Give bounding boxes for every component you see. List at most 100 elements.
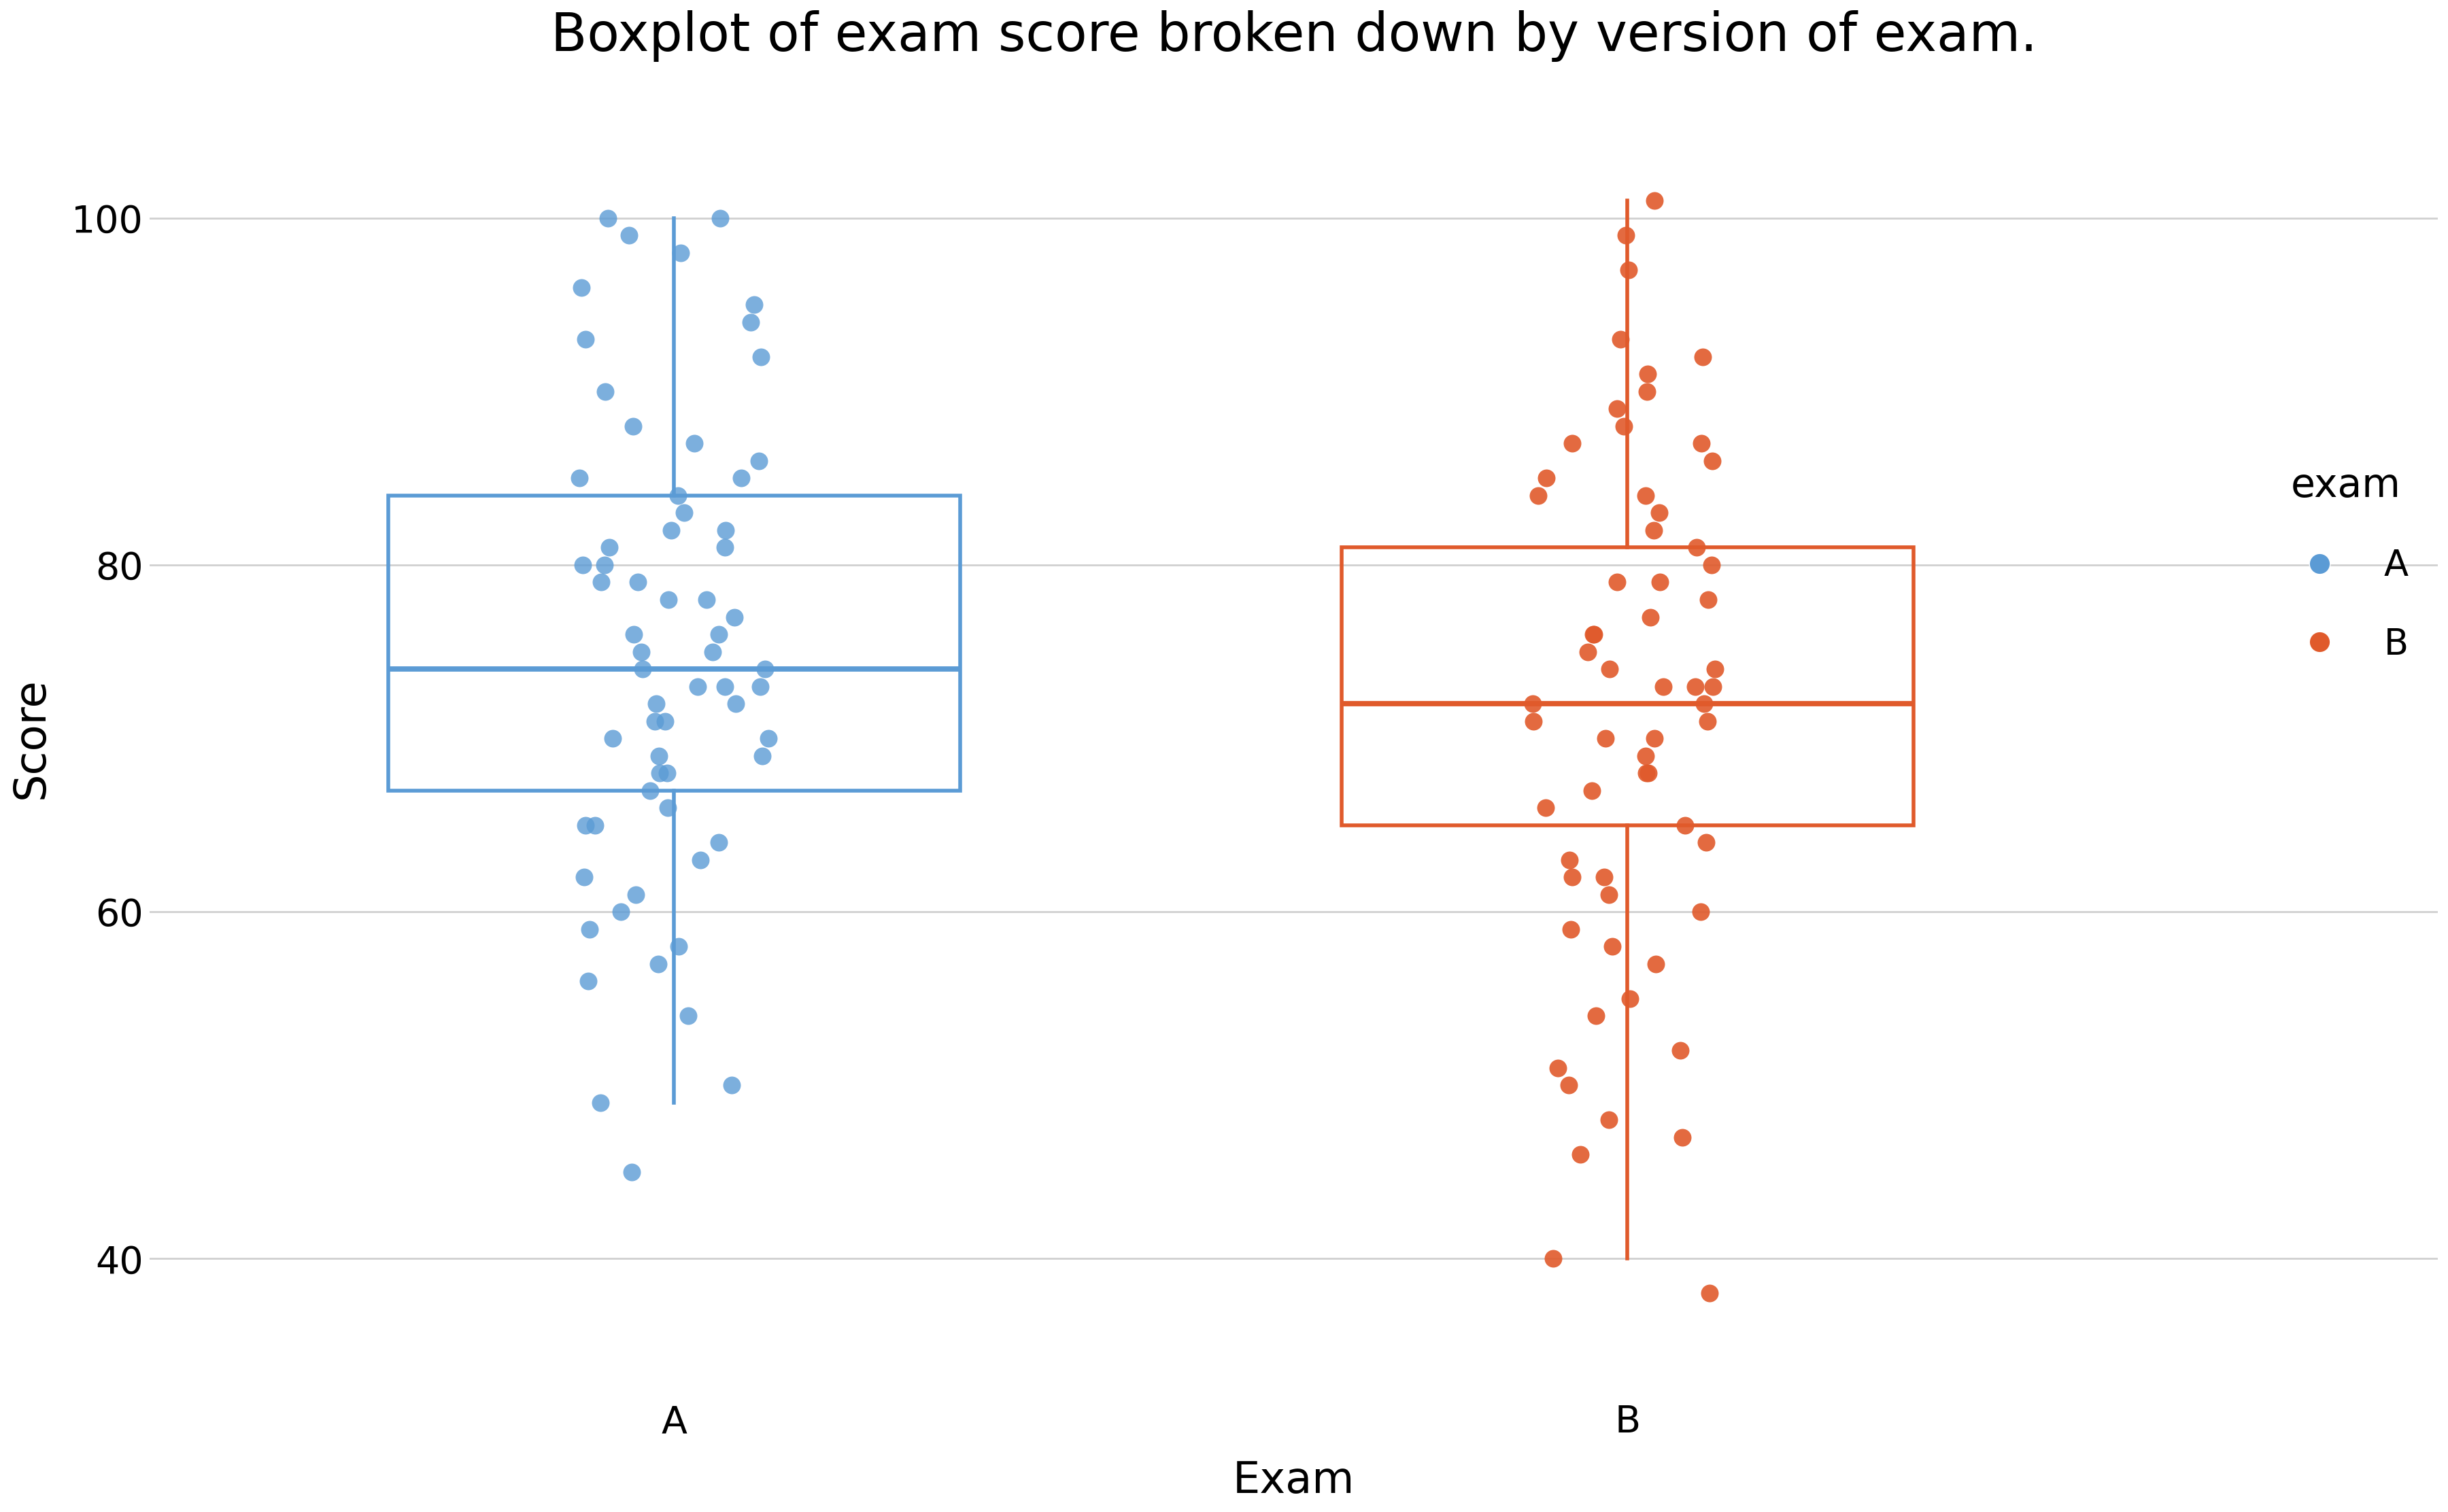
Point [1550, 1074, 1589, 1098]
Point [732, 310, 771, 334]
Point [646, 709, 685, 733]
Point [668, 1004, 707, 1028]
Point [575, 813, 614, 838]
Point [1594, 934, 1633, 959]
Point [1552, 431, 1591, 455]
Point [1574, 623, 1613, 647]
Point [1625, 744, 1665, 768]
Point [1635, 726, 1674, 750]
Point [1528, 466, 1567, 490]
Point [700, 623, 739, 647]
Point [663, 500, 703, 525]
Point [1550, 848, 1589, 872]
Point [688, 588, 727, 612]
Point [585, 553, 624, 578]
Point [1692, 449, 1731, 473]
Point [602, 900, 641, 924]
Point [1694, 674, 1733, 699]
Point [1552, 918, 1591, 942]
Point [622, 640, 661, 664]
Point [659, 484, 698, 508]
Point [693, 640, 732, 664]
Point [1682, 431, 1721, 455]
Point [1635, 951, 1674, 975]
Point [1518, 484, 1557, 508]
Y-axis label: Score: Score [10, 677, 51, 800]
Point [561, 466, 600, 490]
Point [1630, 605, 1670, 629]
Point [678, 674, 717, 699]
Point [1611, 986, 1650, 1010]
Point [590, 535, 629, 559]
Point [636, 691, 676, 715]
Point [1574, 623, 1613, 647]
Point [1562, 1143, 1601, 1167]
Point [698, 830, 737, 854]
Point [649, 761, 688, 785]
Point [570, 918, 610, 942]
Point [1552, 865, 1591, 889]
Point [717, 691, 756, 715]
Point [705, 535, 744, 559]
Point [1689, 709, 1728, 733]
Point [619, 570, 659, 594]
Title: Boxplot of exam score broken down by version of exam.: Boxplot of exam score broken down by ver… [551, 11, 2037, 62]
Point [588, 206, 627, 230]
Point [739, 674, 778, 699]
Point [1513, 709, 1552, 733]
Point [676, 431, 715, 455]
Point [1603, 414, 1643, 438]
Point [1589, 1108, 1628, 1132]
Point [1599, 570, 1638, 594]
Point [1586, 726, 1625, 750]
Point [705, 519, 744, 543]
Point [1689, 588, 1728, 612]
Point [1687, 830, 1726, 854]
Point [1640, 570, 1679, 594]
Point [565, 813, 605, 838]
Point [1601, 328, 1640, 352]
Point [739, 449, 778, 473]
Point [1682, 900, 1721, 924]
Point [1635, 519, 1674, 543]
Point [639, 744, 678, 768]
Point [1596, 396, 1635, 420]
Point [585, 380, 624, 404]
Point [1628, 761, 1667, 785]
Point [681, 848, 720, 872]
Point [1645, 674, 1684, 699]
Point [1577, 1004, 1616, 1028]
Point [749, 726, 788, 750]
Point [563, 275, 602, 299]
X-axis label: Exam: Exam [1234, 1459, 1354, 1501]
Point [580, 1090, 619, 1114]
Point [1662, 1125, 1701, 1149]
Point [734, 293, 774, 318]
Point [1684, 345, 1723, 369]
Point [565, 865, 605, 889]
Point [1677, 535, 1716, 559]
Point [1569, 640, 1608, 664]
Point [742, 744, 781, 768]
Point [1525, 795, 1564, 820]
Point [612, 1160, 651, 1184]
Point [639, 951, 678, 975]
Point [617, 883, 656, 907]
Point [1662, 1039, 1701, 1063]
Point [1628, 761, 1667, 785]
Point [1532, 1246, 1572, 1270]
Point [649, 795, 688, 820]
Point [1635, 189, 1674, 213]
Point [1684, 691, 1723, 715]
Point [651, 519, 690, 543]
Point [565, 328, 605, 352]
Point [1606, 224, 1645, 248]
Point [1589, 656, 1628, 680]
Point [1625, 484, 1665, 508]
Point [580, 570, 619, 594]
Point [649, 588, 688, 612]
Point [700, 206, 739, 230]
Point [742, 345, 781, 369]
Point [659, 934, 698, 959]
Point [614, 414, 654, 438]
